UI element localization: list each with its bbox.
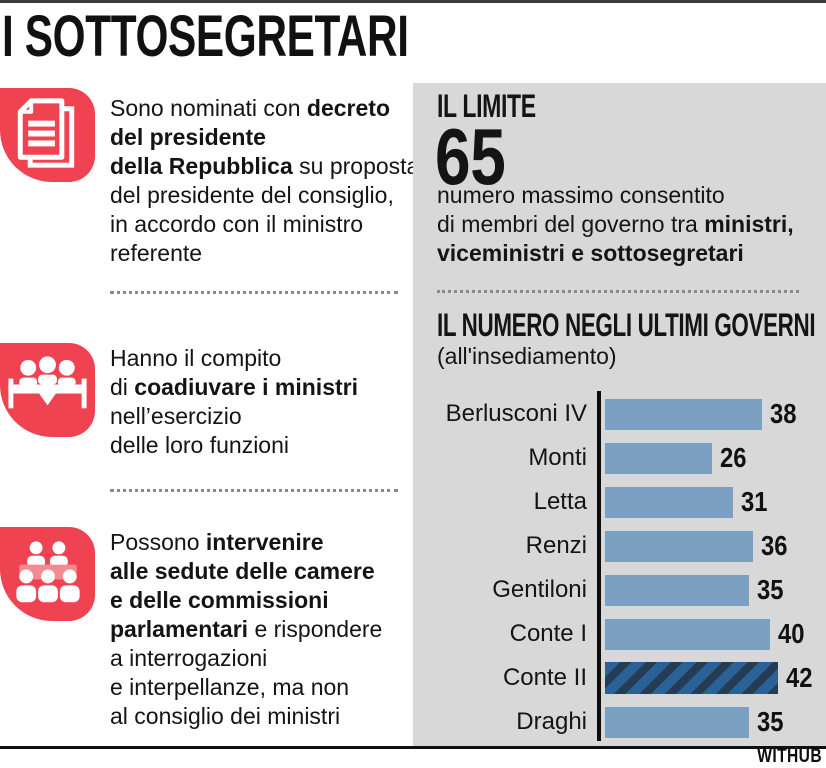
chart-bar (605, 530, 753, 562)
text-line: del presidente (110, 124, 266, 150)
chart-value-label: 38 (770, 398, 797, 429)
chart-value-label: 26 (720, 442, 747, 473)
limit-heading: IL LIMITE (437, 90, 574, 122)
chart-row: Draghi 35 (413, 700, 826, 744)
page-title: I SOTTOSEGRETARI (2, 8, 559, 66)
documents-icon-glyph (17, 98, 75, 168)
chart-category-label: Letta (533, 488, 587, 515)
text-line: nell’esercizio (110, 403, 242, 429)
chart-bar-highlighted (605, 662, 778, 694)
text-line: del presidente del consiglio, (110, 182, 394, 208)
chart-category-label: Berlusconi IV (445, 400, 587, 427)
chart-category-label: Renzi (525, 532, 587, 559)
chart-value-label: 31 (741, 486, 768, 517)
text-line: alle sedute delle camere (110, 558, 375, 584)
page-title-text: I SOTTOSEGRETARI (2, 4, 409, 69)
limit-value: 65 (435, 112, 523, 201)
text-line: di membri del governo tra ministri, (437, 211, 794, 237)
chart-rows: Berlusconi IV 38 Monti 26 Letta 31 Renzi 36 Gent… (413, 392, 826, 744)
chart-value-label: 42 (786, 662, 813, 693)
fact-text-nomination: Sono nominati con decreto del presidente d… (110, 94, 419, 268)
chart-category-label: Monti (528, 444, 587, 471)
limit-description: numero massimo consentito di membri del g… (437, 181, 794, 268)
limit-heading-text: IL LIMITE (437, 88, 536, 124)
chart-bar (605, 706, 749, 738)
text-line: Hanno il compito (110, 345, 282, 371)
limit-value-text: 65 (435, 112, 506, 201)
text-line: referente (110, 240, 203, 266)
limit-panel: IL LIMITE 65 numero massimo consentito di… (413, 83, 826, 746)
chart-bar (605, 442, 712, 474)
text-line: di coadiuvare i ministri (110, 374, 358, 400)
chart-category-label: Gentiloni (492, 576, 587, 603)
chart-bar (605, 618, 770, 650)
text-line: al consiglio dei ministri (110, 703, 341, 729)
text-line: delle loro funzioni (110, 432, 290, 458)
assembly-icon (0, 527, 95, 621)
chart-category-label: Conte II (502, 664, 587, 691)
chart-subtitle: (all'insediamento) (437, 343, 617, 369)
footer-brand: WITHUB (757, 746, 822, 767)
chart-row: Letta 31 (413, 480, 826, 524)
text-line: a interrogazioni (110, 645, 268, 671)
chart-category-label: Conte I (509, 620, 587, 647)
bar-chart: Berlusconi IV 38 Monti 26 Letta 31 Renzi 36 Gent… (413, 391, 826, 744)
meeting-table-icon-glyph (8, 356, 87, 409)
text-line: della Repubblica su proposta (110, 153, 420, 179)
chart-axis-line (597, 391, 601, 741)
text-line: in accordo con il ministro (110, 211, 364, 237)
divider-dotted (110, 489, 398, 492)
text-line: parlamentari e rispondere (110, 616, 383, 642)
chart-row: Berlusconi IV 38 (413, 392, 826, 436)
chart-value-label: 35 (757, 574, 784, 605)
fact-text-duties: Hanno il compito di coadiuvare i ministri… (110, 344, 358, 460)
chart-bar (605, 486, 733, 518)
text-line: e interpellanze, ma non (110, 674, 350, 700)
documents-icon (0, 88, 95, 182)
chart-heading-text: IL NUMERO NEGLI ULTIMI GOVERNI (437, 307, 816, 343)
text-line: e delle commissioni (110, 587, 329, 613)
meeting-table-icon (0, 343, 95, 437)
text-line: viceministri e sottosegretari (437, 240, 744, 266)
text-line: Possono intervenire (110, 529, 324, 555)
chart-bar (605, 398, 762, 430)
text-line: numero massimo consentito (437, 182, 725, 208)
text-line: Sono nominati con decreto (110, 95, 390, 121)
top-border (0, 0, 826, 3)
chart-heading: IL NUMERO NEGLI ULTIMI GOVERNI (437, 309, 826, 341)
chart-row: Renzi 36 (413, 524, 826, 568)
chart-value-label: 36 (761, 530, 788, 561)
bottom-rule (0, 746, 826, 749)
divider-dotted (110, 291, 398, 294)
chart-row: Gentiloni 35 (413, 568, 826, 612)
chart-value-label: 35 (757, 706, 784, 737)
chart-category-label: Draghi (516, 708, 587, 735)
fact-text-parliament: Possono intervenire alle sedute delle cam… (110, 528, 382, 731)
chart-bar (605, 574, 749, 606)
chart-row: Monti 26 (413, 436, 826, 480)
chart-row: Conte I 40 (413, 612, 826, 656)
assembly-icon-glyph (16, 541, 80, 603)
divider-dotted (437, 290, 799, 293)
chart-value-label: 40 (778, 618, 805, 649)
chart-row: Conte II 42 (413, 656, 826, 700)
